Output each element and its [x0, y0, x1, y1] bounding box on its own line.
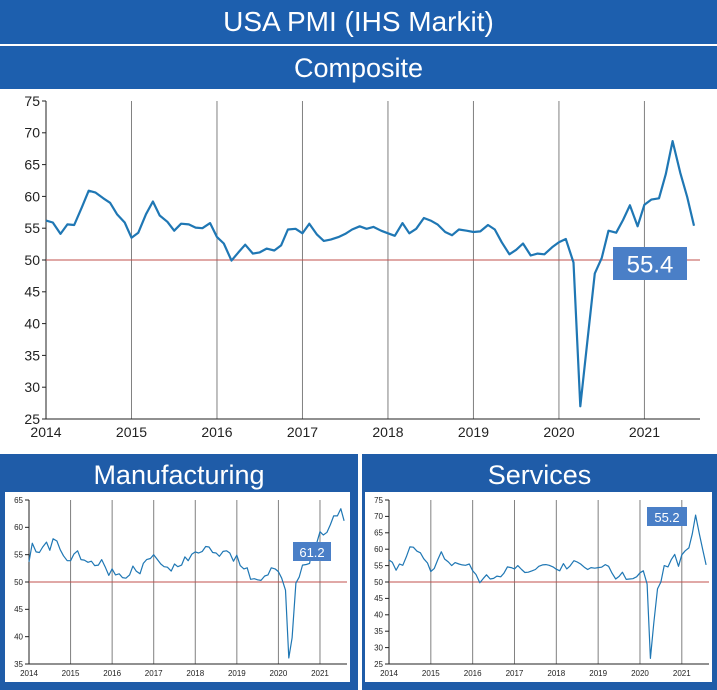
x-tick-label: 2019 [228, 669, 246, 678]
x-tick-label: 2016 [103, 669, 121, 678]
x-tick-label: 2019 [589, 669, 607, 678]
y-tick-label: 60 [374, 545, 383, 554]
manufacturing-chart-panel: 35 40 45 50 55 60 65 2014 2015 2016 2017 2018 2019 20… [5, 492, 350, 682]
y-tick-label: 30 [24, 379, 40, 395]
x-tick-label: 2020 [543, 424, 574, 440]
x-tick-label: 2020 [631, 669, 649, 678]
x-tick-label: 2016 [464, 669, 482, 678]
services-title: Services [487, 460, 592, 490]
x-tick-label: 2021 [673, 669, 691, 678]
last-value-label: 55.2 [654, 510, 679, 525]
last-value-badge: 55.4 [613, 247, 687, 280]
x-tick-label: 2018 [186, 669, 204, 678]
y-tick-label: 55 [14, 550, 23, 559]
series-line [28, 508, 345, 659]
y-tick-label: 55 [374, 561, 383, 570]
y-tick-label: 40 [374, 611, 383, 620]
y-tick-label: 50 [14, 578, 23, 587]
x-tick-label: 2017 [287, 424, 318, 440]
x-tick-label: 2014 [30, 424, 61, 440]
main-title: USA PMI (IHS Markit) [0, 0, 717, 46]
last-value-label: 55.4 [627, 252, 674, 279]
services-chart: 25 30 35 40 45 50 55 60 65 70 75 2014 2015 2016 2017 20… [374, 496, 709, 678]
x-tick-label: 2014 [20, 669, 38, 678]
badge-background [293, 542, 331, 561]
y-tick-label: 35 [24, 347, 40, 363]
composite-chart: 25 30 35 40 45 50 55 60 65 70 75 2014 2015 2016 2017 20… [24, 93, 700, 440]
y-tick-label: 25 [24, 411, 40, 427]
x-tick-label: 2015 [62, 669, 80, 678]
y-tick-label: 65 [14, 496, 23, 505]
y-tick-label: 45 [374, 594, 383, 603]
x-tick-label: 2017 [145, 669, 163, 678]
x-tick-label: 2018 [372, 424, 403, 440]
last-value-badge: 55.2 [647, 507, 687, 526]
x-tick-label: 2015 [422, 669, 440, 678]
x-tick-label: 2019 [458, 424, 489, 440]
series-line [45, 140, 696, 408]
badge-background [613, 247, 687, 280]
x-tick-label: 2020 [270, 669, 288, 678]
x-tick-label: 2015 [116, 424, 147, 440]
x-tick-label: 2021 [629, 424, 660, 440]
x-tick-label: 2018 [547, 669, 565, 678]
y-tick-label: 70 [24, 125, 40, 141]
y-tick-label: 35 [14, 660, 23, 669]
manufacturing-chart: 35 40 45 50 55 60 65 2014 2015 2016 2017 2018 2019 20… [14, 496, 347, 678]
y-tick-label: 40 [14, 632, 23, 641]
badge-background [647, 507, 687, 526]
y-tick-label: 60 [24, 188, 40, 204]
y-tick-label: 55 [24, 220, 40, 236]
y-tick-label: 45 [24, 284, 40, 300]
last-value-label: 61.2 [299, 545, 324, 560]
y-tick-label: 75 [24, 93, 40, 109]
vertical-divider [358, 454, 362, 690]
manufacturing-title: Manufacturing [93, 460, 265, 490]
y-tick-label: 25 [374, 660, 383, 669]
x-tick-label: 2017 [506, 669, 524, 678]
y-tick-label: 65 [374, 529, 383, 538]
services-chart-panel: 25 30 35 40 45 50 55 60 65 70 75 2014 2015 2016 2017 20… [365, 492, 712, 682]
composite-chart-panel: 25 30 35 40 45 50 55 60 65 70 75 2014 2015 2016 2017 20… [0, 91, 717, 450]
y-tick-label: 50 [24, 252, 40, 268]
y-tick-label: 65 [24, 157, 40, 173]
y-tick-label: 50 [374, 578, 383, 587]
divider [0, 450, 717, 454]
y-tick-label: 60 [14, 523, 23, 532]
composite-title: Composite [0, 47, 717, 91]
y-tick-label: 70 [374, 512, 383, 521]
series-line [388, 514, 707, 659]
y-tick-label: 75 [374, 496, 383, 505]
x-tick-label: 2014 [380, 669, 398, 678]
x-tick-label: 2021 [311, 669, 329, 678]
y-tick-label: 40 [24, 316, 40, 332]
x-tick-label: 2016 [201, 424, 232, 440]
y-tick-label: 30 [374, 643, 383, 652]
y-tick-label: 35 [374, 627, 383, 636]
last-value-badge: 61.2 [293, 542, 331, 561]
y-tick-label: 45 [14, 605, 23, 614]
